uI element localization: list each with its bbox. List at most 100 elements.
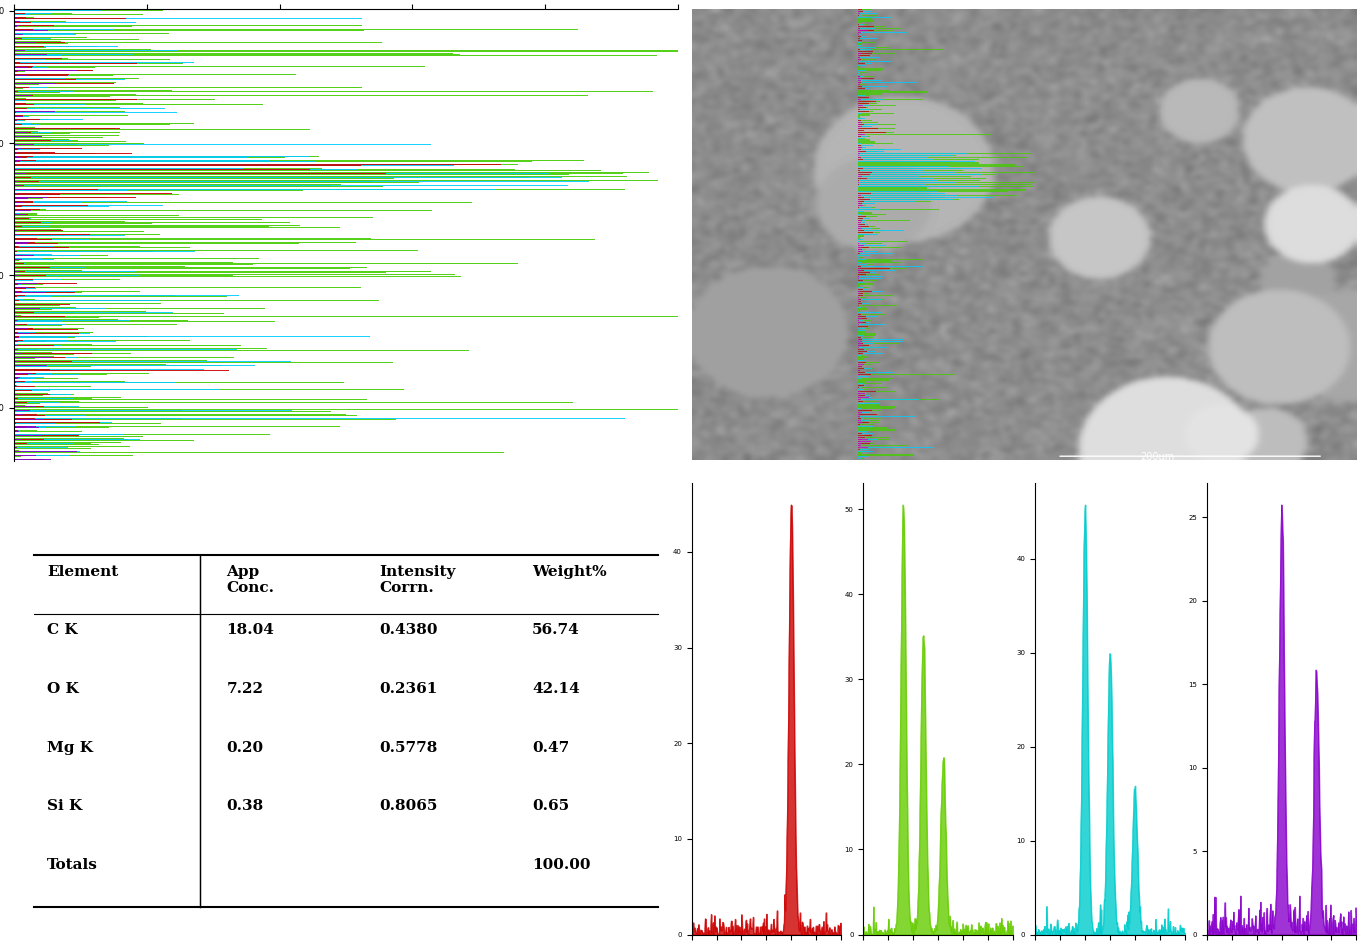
- Bar: [858, 51, 867, 52]
- Bar: [858, 368, 873, 369]
- Bar: [858, 116, 860, 118]
- Bar: [858, 343, 900, 345]
- Bar: [858, 355, 863, 356]
- Bar: [858, 222, 864, 223]
- Bar: [858, 409, 893, 410]
- Bar: [858, 357, 869, 358]
- Bar: [858, 176, 970, 177]
- Bar: [858, 422, 880, 423]
- Bar: [858, 406, 895, 408]
- Bar: [858, 441, 860, 442]
- Text: 18.04: 18.04: [226, 623, 274, 637]
- Bar: [858, 454, 914, 456]
- Bar: [858, 149, 885, 150]
- Bar: [858, 60, 867, 62]
- Bar: [858, 242, 908, 243]
- Bar: [858, 297, 866, 298]
- Bar: [858, 47, 889, 48]
- Text: Intensity
Corrn.: Intensity Corrn.: [379, 565, 456, 595]
- Bar: [858, 170, 963, 171]
- Bar: [858, 97, 859, 98]
- Bar: [858, 299, 884, 300]
- Bar: [858, 448, 870, 449]
- Bar: [858, 209, 938, 210]
- Bar: [858, 203, 867, 204]
- Bar: [858, 207, 875, 208]
- Text: Element: Element: [47, 565, 118, 579]
- Bar: [858, 93, 882, 94]
- Bar: [858, 130, 860, 131]
- Bar: [858, 456, 860, 458]
- Text: O K: O K: [47, 682, 78, 696]
- Bar: [858, 132, 895, 133]
- Text: 0.8065: 0.8065: [379, 800, 437, 813]
- Bar: [858, 293, 869, 295]
- Bar: [858, 216, 877, 217]
- Bar: [858, 166, 1023, 167]
- Bar: [858, 186, 1034, 187]
- Bar: [858, 307, 864, 308]
- Text: 0.2361: 0.2361: [379, 682, 437, 696]
- Bar: [858, 120, 873, 122]
- Bar: [858, 285, 860, 287]
- Bar: [858, 162, 980, 163]
- Bar: [858, 452, 860, 454]
- Bar: [858, 126, 866, 127]
- Bar: [858, 395, 866, 396]
- Bar: [858, 255, 869, 256]
- Bar: [858, 378, 893, 379]
- Bar: [858, 66, 859, 68]
- Bar: [858, 333, 875, 334]
- Bar: [858, 84, 866, 85]
- Bar: [858, 437, 889, 438]
- Bar: [858, 245, 862, 246]
- Text: 0.38: 0.38: [226, 800, 263, 813]
- Bar: [858, 88, 859, 89]
- Bar: [858, 231, 880, 233]
- Text: 0.65: 0.65: [532, 800, 570, 813]
- Bar: [858, 177, 986, 179]
- Bar: [858, 233, 871, 235]
- Bar: [858, 199, 959, 200]
- Bar: [858, 424, 874, 425]
- Text: 0.5778: 0.5778: [379, 740, 437, 754]
- Bar: [858, 112, 893, 113]
- Bar: [858, 124, 896, 126]
- Bar: [858, 76, 873, 77]
- Bar: [858, 341, 886, 343]
- Bar: [858, 253, 862, 254]
- Bar: [858, 68, 884, 70]
- Bar: [858, 38, 864, 39]
- Text: Mg K: Mg K: [47, 740, 93, 754]
- Bar: [858, 318, 866, 319]
- Bar: [858, 95, 869, 96]
- Bar: [858, 188, 927, 189]
- Bar: [858, 346, 880, 348]
- Bar: [858, 400, 877, 402]
- Bar: [858, 99, 923, 100]
- Bar: [858, 192, 1007, 193]
- Bar: [858, 205, 864, 206]
- Bar: [858, 361, 860, 362]
- Bar: [858, 160, 952, 161]
- Bar: [858, 228, 880, 229]
- Bar: [858, 136, 870, 137]
- Bar: [858, 143, 893, 144]
- Text: 200μm: 200μm: [1140, 451, 1174, 462]
- Bar: [858, 272, 862, 273]
- Bar: [858, 372, 873, 373]
- Bar: [858, 142, 875, 143]
- Bar: [858, 287, 870, 289]
- Bar: [858, 237, 860, 239]
- Bar: [858, 78, 867, 79]
- Bar: [858, 226, 875, 227]
- Text: 7.22: 7.22: [226, 682, 263, 696]
- Bar: [858, 86, 869, 87]
- Bar: [858, 279, 877, 280]
- Bar: [858, 220, 910, 221]
- Bar: [858, 184, 1032, 185]
- Bar: [858, 90, 890, 91]
- Bar: [858, 374, 955, 375]
- Bar: [858, 362, 880, 363]
- Bar: [858, 428, 888, 429]
